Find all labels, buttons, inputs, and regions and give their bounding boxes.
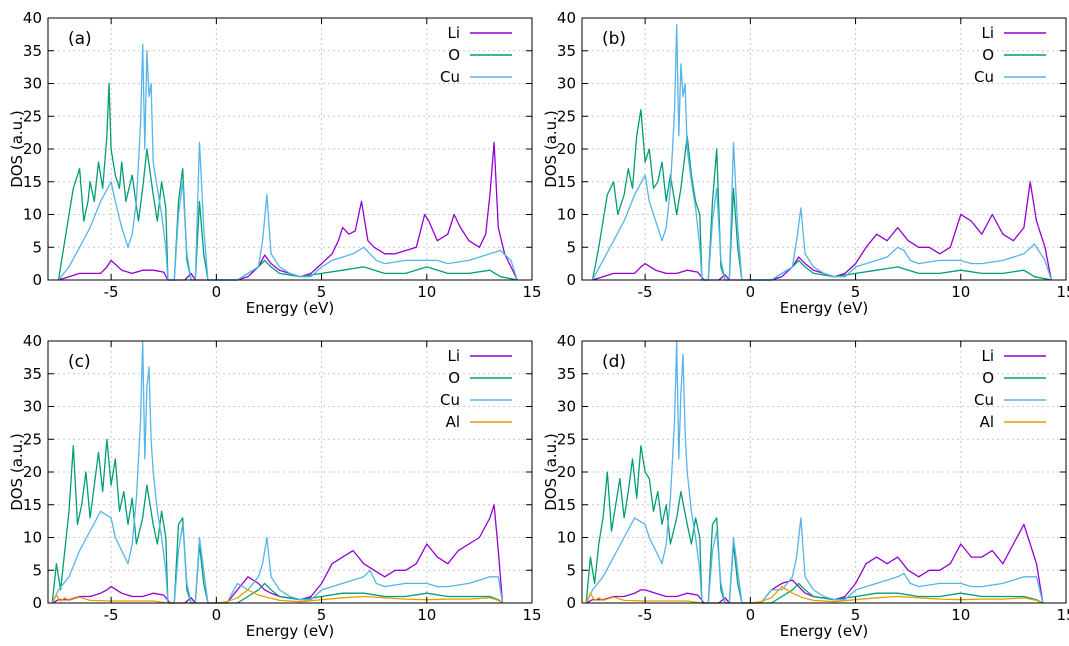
x-tick-label: 15	[522, 283, 541, 301]
y-tick-label: 15	[23, 496, 42, 514]
y-tick-label: 40	[557, 9, 576, 27]
y-tick-label: 5	[32, 561, 42, 579]
legend-label-al: Al	[980, 413, 994, 431]
x-tick-label: 5	[851, 606, 861, 624]
series-line-li	[51, 504, 504, 604]
x-tick-label: 10	[417, 283, 436, 301]
y-tick-label: 40	[23, 9, 42, 27]
x-tick-label: -5	[638, 606, 653, 624]
legend-label-o: O	[448, 46, 460, 64]
x-axis-label: Energy (eV)	[780, 622, 868, 640]
y-tick-label: 0	[566, 594, 576, 612]
legend-label-o: O	[448, 369, 460, 387]
y-tick-label: 10	[557, 206, 576, 224]
panel-c: -5 0 5 10 15 0 5 10 15 20 25 30 35 40 Energy (eV) DOS (…	[8, 332, 542, 640]
y-tick-label: 25	[23, 107, 42, 125]
y-tick-label: 5	[566, 561, 576, 579]
series-line-li	[58, 141, 518, 281]
y-axis-label: DOS (a.u.)	[8, 433, 26, 511]
y-tick-label: 35	[23, 365, 42, 383]
y-tick-label: 30	[557, 398, 576, 416]
y-tick-label: 40	[557, 332, 576, 350]
y-tick-label: 15	[557, 496, 576, 514]
x-tick-label: 5	[317, 606, 327, 624]
legend-label-li: Li	[447, 24, 460, 42]
x-axis-label: Energy (eV)	[246, 299, 334, 317]
legend-label-o: O	[982, 46, 994, 64]
y-tick-label: 25	[557, 107, 576, 125]
series-line-cu	[591, 23, 1052, 281]
x-tick-label: 0	[212, 606, 222, 624]
legend-label-cu: Cu	[440, 68, 460, 86]
y-tick-label: 30	[23, 75, 42, 93]
x-tick-label: 10	[951, 606, 970, 624]
y-tick-label: 0	[32, 271, 42, 289]
y-tick-label: 40	[23, 332, 42, 350]
x-axis-label: Energy (eV)	[780, 299, 868, 317]
y-tick-label: 15	[23, 173, 42, 191]
legend-label-li: Li	[981, 24, 994, 42]
panel-label: (b)	[602, 29, 626, 49]
y-tick-label: 10	[557, 529, 576, 547]
y-axis-label: DOS (a.u.)	[8, 110, 26, 188]
y-tick-label: 0	[32, 594, 42, 612]
y-tick-label: 15	[557, 173, 576, 191]
x-tick-label: 0	[746, 606, 756, 624]
x-tick-label: -5	[638, 283, 653, 301]
x-tick-label: 15	[1056, 606, 1069, 624]
y-tick-label: 5	[566, 238, 576, 256]
x-tick-label: -5	[104, 606, 119, 624]
x-tick-label: 10	[417, 606, 436, 624]
x-tick-label: 15	[1056, 283, 1069, 301]
panel-a: -5 0 5 10 15 0 5 10 15 20 25 30 35 40 Energy (eV) DOS (…	[8, 9, 542, 317]
y-tick-label: 35	[23, 42, 42, 60]
x-tick-label: 0	[746, 283, 756, 301]
legend-label-li: Li	[447, 347, 460, 365]
y-tick-label: 25	[23, 430, 42, 448]
panel-label: (c)	[68, 352, 91, 372]
series-line-o	[591, 109, 1052, 281]
y-axis-label: DOS (a.u.)	[542, 110, 560, 188]
x-tick-label: 0	[212, 283, 222, 301]
series-line-cu	[57, 43, 518, 281]
y-tick-label: 5	[32, 238, 42, 256]
panel-label: (a)	[68, 29, 92, 49]
panel-d: -5 0 5 10 15 0 5 10 15 20 25 30 35 40 Energy (eV) DOS (…	[542, 332, 1069, 640]
y-tick-label: 25	[557, 430, 576, 448]
y-tick-label: 10	[23, 529, 42, 547]
legend-label-al: Al	[446, 413, 460, 431]
x-tick-label: -5	[104, 283, 119, 301]
y-tick-label: 35	[557, 42, 576, 60]
panel-b: -5 0 5 10 15 0 5 10 15 20 25 30 35 40 Energy (eV) DOS (…	[542, 9, 1069, 317]
legend-label-cu: Cu	[974, 68, 994, 86]
x-tick-label: 5	[851, 283, 861, 301]
legend-label-cu: Cu	[440, 391, 460, 409]
y-tick-label: 20	[23, 463, 42, 481]
y-tick-label: 30	[557, 75, 576, 93]
series-line-cu	[585, 340, 1044, 604]
legend-label-cu: Cu	[974, 391, 994, 409]
series-line-o	[51, 438, 503, 604]
x-tick-label: 10	[951, 283, 970, 301]
x-tick-label: 15	[522, 606, 541, 624]
series-line-li	[585, 523, 1044, 604]
series-line-cu	[51, 340, 504, 604]
x-axis-label: Energy (eV)	[246, 622, 334, 640]
y-tick-label: 10	[23, 206, 42, 224]
y-tick-label: 20	[557, 140, 576, 158]
legend-label-o: O	[982, 369, 994, 387]
series-line-o	[585, 445, 1044, 604]
legend-label-li: Li	[981, 347, 994, 365]
y-tick-label: 0	[566, 271, 576, 289]
series-line-li	[592, 181, 1052, 281]
panel-label: (d)	[602, 352, 626, 372]
y-tick-label: 20	[23, 140, 42, 158]
y-tick-label: 20	[557, 463, 576, 481]
y-axis-label: DOS (a.u.)	[542, 433, 560, 511]
y-tick-label: 35	[557, 365, 576, 383]
y-tick-label: 30	[23, 398, 42, 416]
x-tick-label: 5	[317, 283, 327, 301]
